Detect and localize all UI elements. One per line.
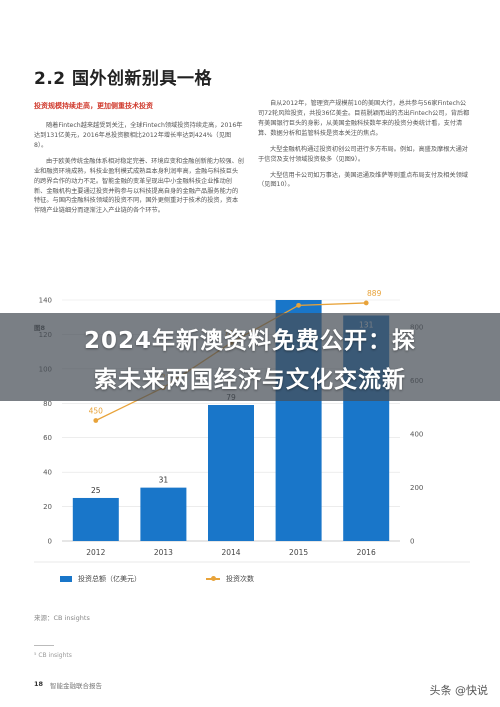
x-tick-label: 2014 [221,548,240,557]
line-swatch [206,576,220,581]
bar [140,487,187,541]
left-column: 随着Fintech越来越受到关注，全球Fintech领域投资持续走高，2016年… [34,121,244,222]
overlay-banner [0,313,500,401]
y-right-tick-label: 200 [410,484,423,492]
banner-line-2: 索未来两国经济与文化交流新 [94,367,406,393]
legend-line-label: 投资次数 [226,575,254,583]
footnote: ⁵ CB insights [34,652,72,659]
x-tick-label: 2013 [154,548,173,557]
left-paragraph-1: 随着Fintech越来越受到关注，全球Fintech领域投资持续走高，2016年… [34,122,243,149]
subhead: 投资规模持续走高，更加侧重技术投资 [34,102,153,110]
banner-line-1: 2024年新澳资料免费公开：探 [83,328,416,354]
legend-bar: 投资总额（亿美元） [60,574,141,584]
bar-value-label: 31 [159,476,169,485]
x-tick-label: 2016 [357,548,376,557]
right-paragraph-2: 大型金融机构通过投资初创公司进行多方布局。例如，高盛及摩根大通对于信贷及支付领域… [258,145,468,163]
bar-value-label: 25 [91,486,101,495]
count-point [363,300,369,306]
report-name: 智能金融联合报告 [50,682,102,690]
count-value-label: 889 [367,289,382,298]
right-column: 自从2012年，管理资产规模前10的美国大行，总共参与56家Fintech公司7… [258,99,470,196]
y-right-tick-label: 400 [410,430,423,438]
count-point [93,418,99,423]
y-left-tick-label: 80 [43,400,52,408]
watermark: 头条 @快说 [429,684,489,697]
right-paragraph-3: 大型信用卡公司如万事达，美国运通及维萨等则重点布局支付及相关领域（见图10）。 [258,171,468,189]
y-left-tick-label: 0 [48,538,52,546]
y-right-tick-label: 0 [410,538,414,546]
legend-line: 投资次数 [206,574,254,584]
y-left-tick-label: 40 [43,469,52,477]
count-point [296,302,301,308]
x-tick-label: 2012 [86,548,105,557]
y-left-tick-label: 20 [43,503,52,511]
bar-swatch [60,576,72,582]
left-paragraph-2: 由于欧美传统金融体系相对稳定完善、环境应变和金融创新能力较强、创业和融资环境成熟… [34,157,244,215]
page-number: 18 [34,680,44,688]
x-tick-label: 2015 [289,548,308,557]
source-note: 来源：CB insights [34,614,90,622]
count-value-label: 450 [89,407,104,416]
legend-bar-label: 投资总额（亿美元） [78,575,141,583]
bar [72,497,119,541]
bar [208,405,254,541]
section-title: 2.2 国外创新别具一格 [34,69,213,89]
y-left-tick-label: 60 [43,434,52,442]
y-left-tick-label: 140 [39,297,52,305]
footnote-divider [34,645,54,646]
right-paragraph-1: 自从2012年，管理资产规模前10的美国大行，总共参与56家Fintech公司7… [258,100,470,137]
